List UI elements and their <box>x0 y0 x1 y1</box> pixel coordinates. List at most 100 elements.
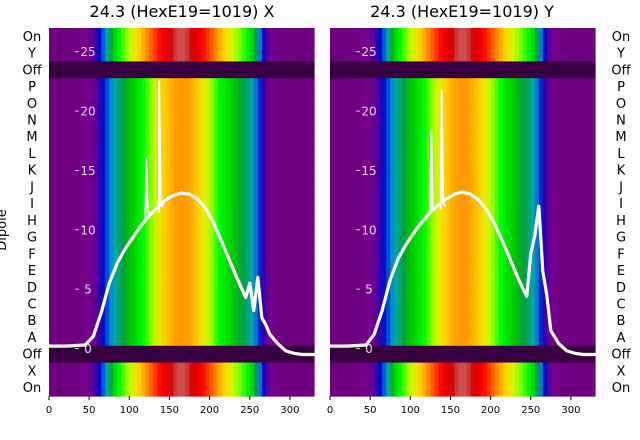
heatmap-cell <box>530 128 536 146</box>
heatmap-cell <box>117 228 122 247</box>
heatmap-cell <box>285 28 291 46</box>
heatmap-cell <box>518 61 524 79</box>
heatmap-cell <box>474 145 480 163</box>
heatmap-cell <box>398 145 403 163</box>
heatmap-cell <box>177 128 183 146</box>
heatmap-cell <box>338 44 343 63</box>
heatmap-cell <box>105 178 110 196</box>
heatmap-cell <box>153 78 159 96</box>
heatmap-cell <box>350 178 355 196</box>
heatmap-cell <box>153 362 159 380</box>
heatmap-cell <box>590 61 596 79</box>
heatmap-cell <box>61 362 66 380</box>
heatmap-cell <box>261 94 267 113</box>
heatmap-cell <box>394 262 399 280</box>
heatmap-cell <box>105 145 110 163</box>
heatmap-cell <box>562 94 568 113</box>
heatmap-cell <box>558 128 564 146</box>
heatmap-cell <box>510 362 516 380</box>
heatmap-cell <box>342 245 347 263</box>
heatmap-cell <box>458 228 464 247</box>
heatmap-cell <box>586 44 592 63</box>
heatmap-cell <box>289 362 295 380</box>
heatmap-cell <box>402 128 407 146</box>
heatmap-cell <box>273 295 279 313</box>
heatmap-cell <box>410 345 415 364</box>
heatmap-cell <box>434 329 440 347</box>
heatmap-cell <box>133 329 138 347</box>
heatmap-cell <box>578 312 584 330</box>
heatmap-cell <box>570 295 576 313</box>
heatmap-cell <box>233 195 239 213</box>
overlay-tick-label: 20 <box>361 105 376 119</box>
heatmap-cell <box>450 245 456 263</box>
heatmap-cell <box>105 295 110 313</box>
heatmap-cell <box>265 111 271 129</box>
heatmap-cell <box>161 212 167 230</box>
heatmap-cell <box>117 161 122 180</box>
heatmap-cell <box>101 145 106 163</box>
heatmap-cell <box>161 379 167 397</box>
heatmap-cell <box>374 362 379 380</box>
heatmap-cell <box>113 128 118 146</box>
heatmap-cell <box>209 379 215 397</box>
heatmap-cell <box>173 362 179 380</box>
heatmap-cell <box>390 295 395 313</box>
heatmap-cell <box>305 44 311 63</box>
heatmap-cell <box>330 161 335 180</box>
heatmap-cell <box>502 295 508 313</box>
heatmap-cell <box>374 312 379 330</box>
heatmap-cell <box>213 178 219 196</box>
heatmap-cell <box>586 94 592 113</box>
heatmap-cell <box>586 145 592 163</box>
heatmap-cell <box>402 212 407 230</box>
heatmap-cell <box>133 94 138 113</box>
heatmap-cell <box>281 44 287 63</box>
heatmap-cell <box>149 178 154 196</box>
heatmap-cell <box>69 28 74 46</box>
heatmap-cell <box>197 362 203 380</box>
heatmap-cell <box>418 128 423 146</box>
heatmap-cell <box>165 44 171 63</box>
heatmap-cell <box>197 161 203 180</box>
heatmap-cell <box>309 61 315 79</box>
heatmap-cell <box>309 245 315 263</box>
heatmap-cell <box>462 245 468 263</box>
heatmap-cell <box>281 145 287 163</box>
heatmap-cell <box>141 329 146 347</box>
heatmap-cell <box>494 345 500 364</box>
heatmap-cell <box>578 161 584 180</box>
heatmap-cell <box>346 329 351 347</box>
heatmap-cell <box>101 111 106 129</box>
heatmap-cell <box>510 295 516 313</box>
heatmap-cell <box>85 245 90 263</box>
heatmap-cell <box>378 161 383 180</box>
heatmap-cell <box>526 329 532 347</box>
heatmap-cell <box>293 44 299 63</box>
heatmap-cell <box>358 262 363 280</box>
heatmap-cell <box>406 262 411 280</box>
heatmap-cell <box>502 111 508 129</box>
heatmap-cell <box>301 78 307 96</box>
heatmap-cell <box>490 111 496 129</box>
heatmap-cell <box>478 329 484 347</box>
heatmap-cell <box>458 345 464 364</box>
heatmap-cell <box>93 178 98 196</box>
heatmap-cell <box>233 128 239 146</box>
heatmap-cell <box>93 329 98 347</box>
heatmap-cell <box>334 178 339 196</box>
heatmap-cell <box>390 44 395 63</box>
heatmap-cell <box>542 329 548 347</box>
heatmap-cell <box>137 245 142 263</box>
heatmap-cell <box>374 111 379 129</box>
heatmap-cell <box>410 212 415 230</box>
heatmap-cell <box>189 145 195 163</box>
heatmap-cell <box>434 362 440 380</box>
heatmap-cell <box>354 195 359 213</box>
heatmap-cell <box>213 312 219 330</box>
heatmap-cell <box>470 28 476 46</box>
heatmap-cell <box>434 111 440 129</box>
heatmap-cell <box>474 61 480 79</box>
heatmap-cell <box>354 61 359 79</box>
